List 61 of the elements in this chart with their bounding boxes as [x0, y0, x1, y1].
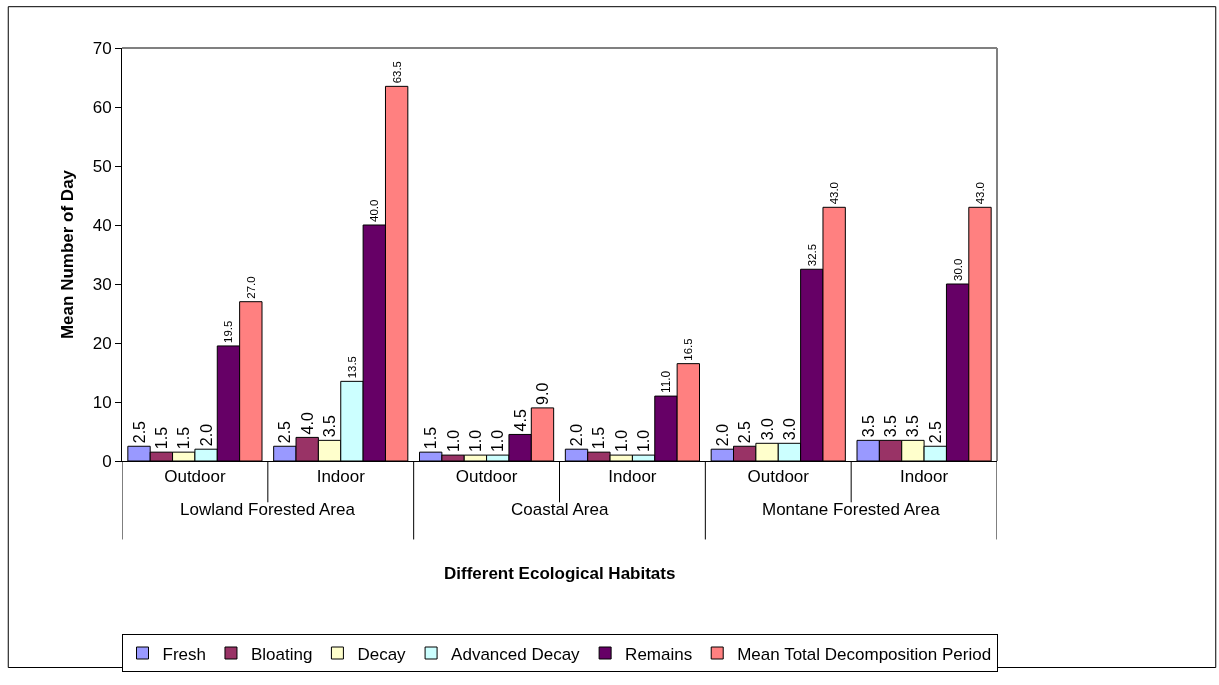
data-label: 11.0: [659, 370, 674, 394]
data-label: 2.0: [568, 423, 586, 447]
legend-label: Advanced Decay: [451, 644, 581, 664]
data-label: 4.5: [511, 409, 529, 432]
legend-label: Bloating: [250, 644, 313, 664]
y-tick-label: 50: [92, 156, 112, 176]
data-label: 3.5: [882, 415, 900, 438]
data-label: 30.0: [951, 258, 964, 281]
data-label: 2.0: [713, 423, 731, 447]
data-label: 1.5: [152, 426, 170, 450]
text: Montane Forested Area: [762, 500, 941, 519]
y-axis-title: Mean Number of Day: [58, 169, 78, 340]
text: Coastal Area: [511, 500, 609, 519]
data-label: 1.5: [175, 426, 193, 450]
data-label: 1.0: [444, 429, 462, 453]
legend-label: Remains: [625, 644, 693, 664]
data-label: 16.5: [682, 338, 695, 361]
data-label: 40.0: [368, 199, 381, 222]
data-label: 1.5: [590, 426, 608, 450]
data-label: 27.0: [244, 276, 257, 299]
data-label: 4.0: [298, 412, 316, 435]
data-label: 63.5: [390, 61, 403, 84]
data-label: 3.0: [780, 417, 798, 441]
data-label: 43.0: [828, 182, 841, 205]
data-label: 3.5: [904, 415, 922, 438]
y-tick-label: 60: [92, 97, 112, 117]
data-label: 1.5: [422, 426, 440, 450]
legend-label: Fresh: [162, 644, 206, 664]
data-label: 1.0: [635, 429, 653, 453]
y-tick-label: 0: [102, 451, 112, 471]
data-label: 43.0: [973, 182, 986, 205]
data-label: 1.0: [612, 429, 630, 453]
data-label: 32.5: [805, 243, 818, 267]
data-label: 19.5: [222, 320, 235, 343]
y-tick-label: 40: [92, 215, 112, 235]
data-label: 3.5: [859, 415, 877, 438]
data-label: 2.5: [926, 420, 944, 444]
data-label: 2.5: [736, 420, 754, 444]
y-tick-label: 30: [92, 274, 112, 294]
y-tick-label: 70: [92, 38, 112, 58]
data-label: 13.5: [345, 356, 358, 379]
data-label: 9.0: [533, 382, 551, 405]
legend-label: Decay: [357, 644, 407, 664]
x-tick-label: Indoor: [316, 467, 366, 487]
x-tick-label: Indoor: [608, 467, 657, 487]
data-label: 1.0: [489, 429, 507, 453]
data-label: 1.0: [466, 429, 484, 453]
x-tick-label: Outdoor: [747, 467, 810, 487]
text: Lowland Forested Area: [180, 500, 356, 519]
data-label: 3.0: [758, 417, 776, 441]
x-tick-label: Outdoor: [164, 467, 226, 487]
data-label: 3.5: [321, 415, 339, 438]
x-axis-title: Different Ecological Habitats: [444, 564, 676, 583]
y-tick-label: 10: [92, 392, 112, 412]
data-label: 2.5: [130, 420, 148, 444]
data-label: 2.0: [197, 423, 215, 447]
data-label: 2.5: [276, 420, 294, 444]
y-tick-label: 20: [92, 333, 112, 353]
legend-label: Mean Total Decomposition Period: [737, 644, 992, 664]
x-tick-label: Outdoor: [455, 467, 518, 487]
x-tick-label: Indoor: [899, 467, 949, 487]
